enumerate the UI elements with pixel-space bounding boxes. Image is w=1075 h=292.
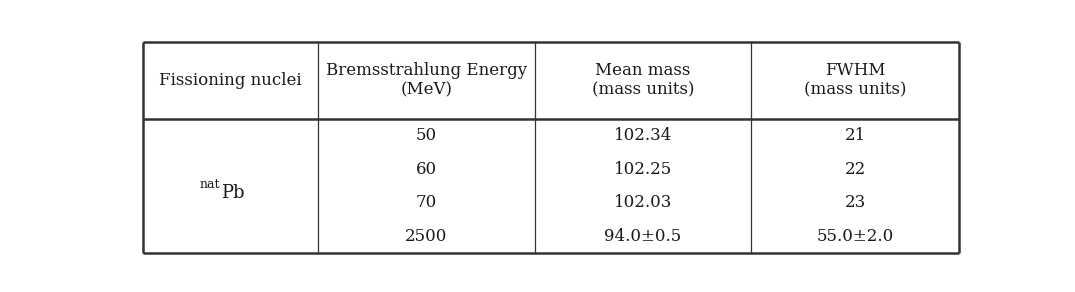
Text: 102.03: 102.03 — [614, 194, 672, 211]
Text: 102.34: 102.34 — [614, 127, 672, 144]
Text: 94.0±0.5: 94.0±0.5 — [604, 228, 682, 245]
Text: 70: 70 — [416, 194, 438, 211]
Text: Pb: Pb — [221, 184, 245, 202]
Text: 102.25: 102.25 — [614, 161, 672, 178]
Text: 21: 21 — [845, 127, 865, 144]
Text: Bremsstrahlung Energy
(MeV): Bremsstrahlung Energy (MeV) — [326, 62, 527, 99]
Text: 60: 60 — [416, 161, 438, 178]
Text: 23: 23 — [845, 194, 865, 211]
Text: 50: 50 — [416, 127, 438, 144]
Text: Mean mass
(mass units): Mean mass (mass units) — [591, 62, 694, 99]
Text: 2500: 2500 — [405, 228, 447, 245]
Text: 55.0±2.0: 55.0±2.0 — [816, 228, 893, 245]
Text: 22: 22 — [845, 161, 865, 178]
Text: Fissioning nuclei: Fissioning nuclei — [159, 72, 302, 89]
Text: nat: nat — [199, 178, 219, 191]
Text: FWHM
(mass units): FWHM (mass units) — [804, 62, 906, 99]
